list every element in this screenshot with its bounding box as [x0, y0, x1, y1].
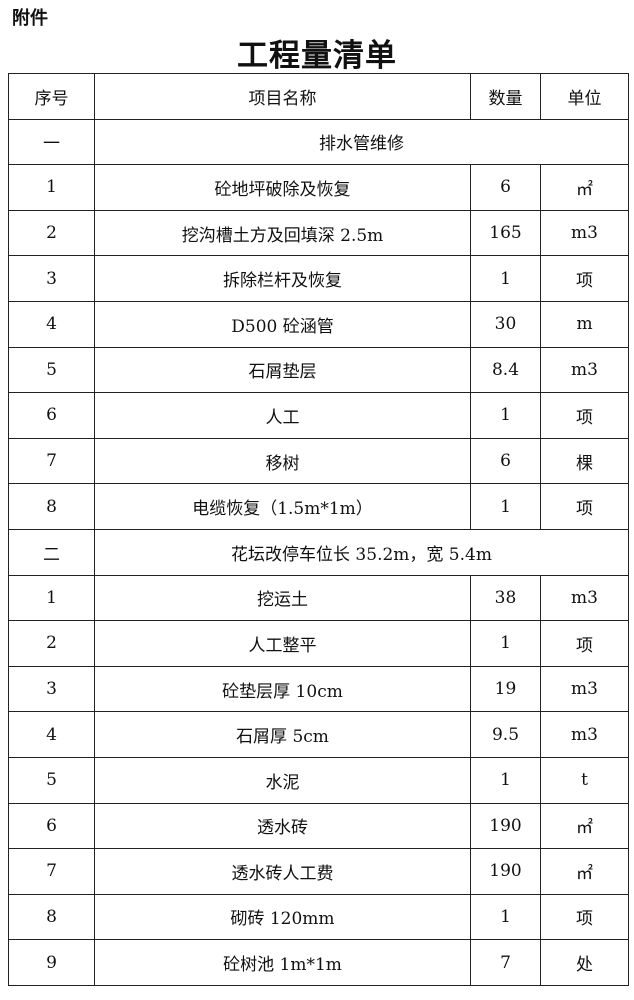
row-name: 石屑厚 5cm: [94, 711, 471, 758]
row-qty: 1: [470, 620, 541, 667]
header-name: 项目名称: [94, 73, 471, 120]
table-row: 2 人工整平 1 项: [8, 620, 629, 667]
table-row: 1 砼地坪破除及恢复 6 ㎡: [8, 164, 629, 211]
row-unit: ㎡: [540, 802, 629, 850]
row-qty: 6: [470, 164, 541, 211]
section-row: 二花坛改停车位长 35.2m，宽 5.4m: [8, 528, 629, 576]
attachment-label: 附件: [12, 8, 48, 29]
table-row: 2 挖沟槽土方及回填深 2.5m 165 m3: [8, 209, 629, 257]
row-no: 1: [8, 164, 95, 211]
row-qty: 9.5: [470, 711, 541, 758]
row-no: 3: [8, 665, 95, 713]
row-qty: 38: [470, 574, 541, 622]
section-row: 一排水管维修: [8, 118, 629, 166]
row-unit: m3: [540, 574, 629, 622]
section-name: 花坛改停车位长 35.2m，宽 5.4m: [94, 528, 629, 576]
row-name: 电缆恢复（1.5m*1m）: [94, 483, 471, 530]
table-row: 3 砼垫层厚 10cm 19 m3: [8, 665, 629, 713]
row-qty: 19: [470, 665, 541, 713]
row-no: 7: [8, 437, 95, 485]
table-row: 6 人工 1 项: [8, 392, 629, 439]
row-unit: 项: [540, 483, 629, 530]
row-no: 7: [8, 848, 95, 895]
section-no: 一: [8, 118, 95, 166]
row-qty: 30: [470, 300, 541, 348]
row-no: 6: [8, 802, 95, 850]
row-unit: 项: [540, 893, 629, 941]
table-row: 7 移树 6 棵: [8, 437, 629, 485]
row-unit: ㎡: [540, 848, 629, 895]
row-unit: m3: [540, 346, 629, 394]
page-title: 工程量清单: [237, 38, 397, 74]
row-qty: 8.4: [470, 346, 541, 394]
row-name: 人工整平: [94, 620, 471, 667]
row-name: 透水砖人工费: [94, 848, 471, 895]
table-row: 8 砌砖 120mm 1 项: [8, 893, 629, 941]
row-name: 挖运土: [94, 574, 471, 622]
row-unit: m3: [540, 711, 629, 758]
row-name: 砼垫层厚 10cm: [94, 665, 471, 713]
row-qty: 1: [470, 893, 541, 941]
table-row: 3 拆除栏杆及恢复 1 项: [8, 255, 629, 302]
row-no: 2: [8, 620, 95, 667]
row-qty: 1: [470, 483, 541, 530]
row-no: 5: [8, 756, 95, 804]
table-row: 5 水泥 1 t: [8, 756, 629, 804]
row-no: 6: [8, 392, 95, 439]
row-no: 3: [8, 255, 95, 302]
row-unit: t: [540, 756, 629, 804]
row-qty: 190: [470, 848, 541, 895]
row-unit: m3: [540, 665, 629, 713]
header-qty: 数量: [470, 73, 541, 120]
table-row: 4 D500 砼涵管 30 m: [8, 300, 629, 348]
row-no: 1: [8, 574, 95, 622]
table-row: 8 电缆恢复（1.5m*1m） 1 项: [8, 483, 629, 530]
row-name: 砼地坪破除及恢复: [94, 164, 471, 211]
row-qty: 6: [470, 437, 541, 485]
row-qty: 190: [470, 802, 541, 850]
row-qty: 1: [470, 255, 541, 302]
row-name: 透水砖: [94, 802, 471, 850]
row-no: 2: [8, 209, 95, 257]
row-name: 砌砖 120mm: [94, 893, 471, 941]
row-unit: 棵: [540, 437, 629, 485]
row-qty: 165: [470, 209, 541, 257]
header-no: 序号: [8, 73, 95, 120]
row-name: 移树: [94, 437, 471, 485]
table-row: 6 透水砖 190 ㎡: [8, 802, 629, 850]
row-no: 5: [8, 346, 95, 394]
row-no: 8: [8, 893, 95, 941]
row-name: 砼树池 1m*1m: [94, 939, 471, 986]
section-name: 排水管维修: [94, 118, 629, 166]
table-row: 1 挖运土 38 m3: [8, 574, 629, 622]
row-qty: 1: [470, 756, 541, 804]
section-no: 二: [8, 528, 95, 576]
table-row: 5 石屑垫层 8.4 m3: [8, 346, 629, 394]
quantity-table: 序号 项目名称 数量 单位 一排水管维修 1 砼地坪破除及恢复 6 ㎡ 2 挖沟槽土方及回填…: [8, 73, 629, 986]
row-name: D500 砼涵管: [94, 300, 471, 348]
row-unit: m3: [540, 209, 629, 257]
row-no: 4: [8, 300, 95, 348]
row-no: 8: [8, 483, 95, 530]
row-name: 水泥: [94, 756, 471, 804]
row-name: 石屑垫层: [94, 346, 471, 394]
row-no: 4: [8, 711, 95, 758]
header-unit: 单位: [540, 73, 629, 120]
table-row: 4 石屑厚 5cm 9.5 m3: [8, 711, 629, 758]
row-name: 拆除栏杆及恢复: [94, 255, 471, 302]
table-header: 序号 项目名称 数量 单位: [8, 73, 629, 120]
row-unit: 处: [540, 939, 629, 986]
row-qty: 1: [470, 392, 541, 439]
row-unit: ㎡: [540, 164, 629, 211]
row-no: 9: [8, 939, 95, 986]
row-name: 人工: [94, 392, 471, 439]
row-unit: 项: [540, 392, 629, 439]
row-unit: 项: [540, 255, 629, 302]
row-unit: 项: [540, 620, 629, 667]
row-qty: 7: [470, 939, 541, 986]
table-row: 7 透水砖人工费 190 ㎡: [8, 848, 629, 895]
row-name: 挖沟槽土方及回填深 2.5m: [94, 209, 471, 257]
row-unit: m: [540, 300, 629, 348]
table-row: 9 砼树池 1m*1m 7 处: [8, 939, 629, 986]
